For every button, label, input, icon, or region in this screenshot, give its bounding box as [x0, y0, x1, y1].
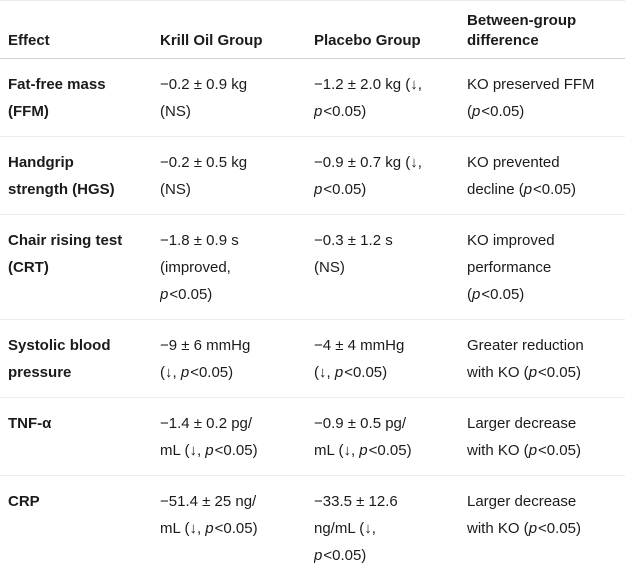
column-header-effect: Effect [0, 0, 160, 59]
cell-between-group-difference: KO improved performance (p<0.05) [467, 214, 625, 320]
column-header-krill-oil-group: Krill Oil Group [160, 0, 314, 59]
cell-effect: Chair rising test (CRT) [0, 214, 160, 320]
cell-placebo-group: −0.3 ± 1.2 s (NS) [314, 214, 467, 320]
cell-effect: Fat-free mass (FFM) [0, 58, 160, 137]
cell-krill-oil-group: −51.4 ± 25 ng/mL (↓, p<0.05) [160, 493, 258, 537]
table-row-systolic-bp: Systolic blood pressure −9 ± 6 mmHg (↓, p<… [0, 319, 625, 398]
table-row-ffm: Fat-free mass (FFM) −0.2 ± 0.9 kg (NS) −1.… [0, 58, 625, 137]
cell-placebo-group: −0.9 ± 0.5 pg/mL (↓, p<0.05) [314, 397, 467, 476]
table-row-tnf-alpha: TNF-α −1.4 ± 0.2 pg/mL (↓, p<0.05) −0.9 … [0, 397, 625, 476]
cell-effect: Systolic blood pressure [0, 319, 160, 398]
cell-placebo-group: −1.2 ± 2.0 kg (↓, p<0.05) [314, 58, 467, 137]
cell-between-group-difference: Larger decrease with KO (p<0.05) [467, 397, 625, 476]
table-row-crp: CRP −51.4 ± 25 ng/mL (↓, p<0.05) −33.5 ±… [0, 476, 625, 581]
cell-between-group-difference: KO prevented decline (p<0.05) [467, 136, 625, 215]
table-row-crt: Chair rising test (CRT) −1.8 ± 0.9 s (impr… [0, 214, 625, 320]
table-row-hgs: Handgrip strength (HGS) −0.2 ± 0.5 kg (NS)… [0, 136, 625, 215]
cell-placebo-group: −0.9 ± 0.7 kg (↓, p<0.05) [314, 136, 467, 215]
header-row: Effect Krill Oil Group Placebo Group Bet… [0, 0, 625, 59]
cell-placebo-group: −4 ± 4 mmHg (↓, p<0.05) [314, 319, 467, 398]
cell-krill-oil-group: −0.2 ± 0.5 kg (NS) [160, 136, 314, 215]
cell-krill-oil-group: −0.2 ± 0.9 kg (NS) [160, 58, 314, 137]
cell-between-group-difference: Larger decrease with KO (p<0.05) [467, 493, 581, 537]
cell-placebo-group: −33.5 ± 12.6 ng/mL (↓, p<0.05) [314, 493, 398, 564]
cell-effect: CRP [8, 493, 40, 510]
cell-between-group-difference: Greater reduction with KO (p<0.05) [467, 319, 625, 398]
cell-effect: TNF-α [0, 397, 160, 476]
cell-between-group-difference: KO preserved FFM (p<0.05) [467, 58, 625, 137]
cell-krill-oil-group: −1.8 ± 0.9 s (improved, p<0.05) [160, 214, 314, 320]
cell-effect: Handgrip strength (HGS) [0, 136, 160, 215]
cell-krill-oil-group: −1.4 ± 0.2 pg/mL (↓, p<0.05) [160, 397, 314, 476]
column-header-between-group-difference: Between-group difference [467, 0, 625, 59]
column-header-placebo-group: Placebo Group [314, 0, 467, 59]
cell-krill-oil-group: −9 ± 6 mmHg (↓, p<0.05) [160, 319, 314, 398]
